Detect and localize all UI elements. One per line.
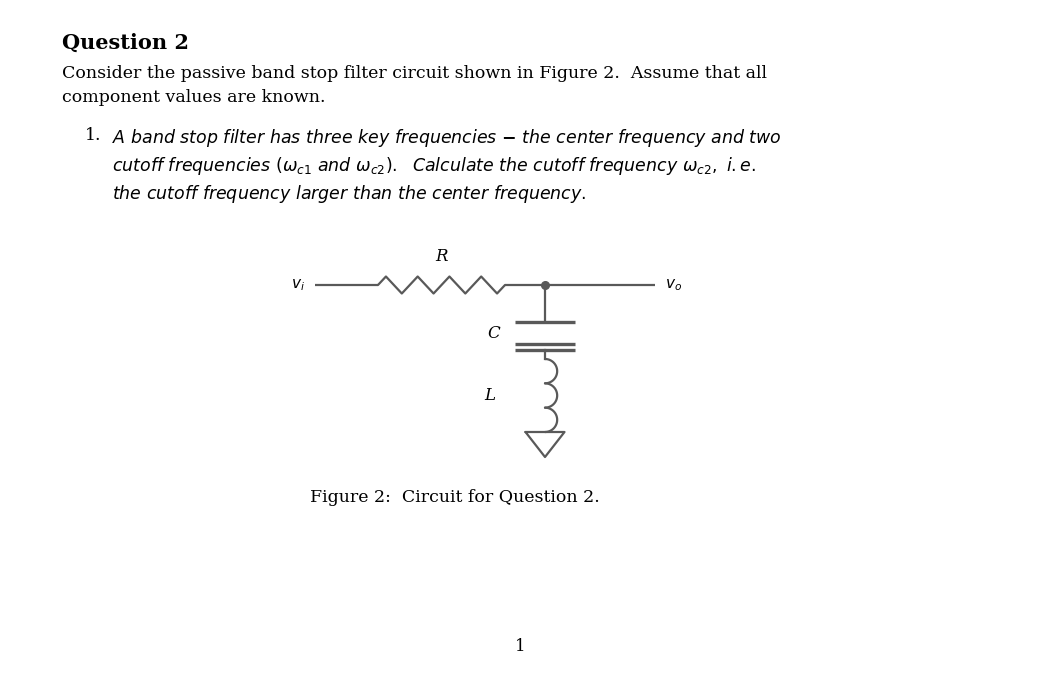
Text: $v_i$: $v_i$ (291, 277, 305, 293)
Text: Figure 2:  Circuit for Question 2.: Figure 2: Circuit for Question 2. (310, 489, 600, 506)
Text: R: R (436, 248, 448, 265)
Text: C: C (488, 324, 500, 341)
Text: 1.: 1. (85, 127, 102, 144)
Text: 1: 1 (515, 638, 525, 655)
Text: $v_o$: $v_o$ (665, 277, 682, 293)
Text: $\it{the\ cutoff\ frequency\ larger\ than\ the\ center\ frequency.}$: $\it{the\ cutoff\ frequency\ larger\ tha… (112, 183, 587, 205)
Text: $\it{cutoff\ frequencies\ (\omega_{c1}\ and\ \omega_{c2}).\ \ Calculate\ the\ cu: $\it{cutoff\ frequencies\ (\omega_{c1}\ … (112, 155, 756, 177)
Text: Consider the passive band stop filter circuit shown in Figure 2.  Assume that al: Consider the passive band stop filter ci… (62, 65, 768, 106)
Text: $\it{A\ band\ stop\ filter\ has\ three\ key\ frequencies\ \mathbf{-}\ the\ cente: $\it{A\ band\ stop\ filter\ has\ three\ … (112, 127, 782, 149)
Text: Question 2: Question 2 (62, 33, 189, 53)
Text: L: L (484, 387, 495, 403)
